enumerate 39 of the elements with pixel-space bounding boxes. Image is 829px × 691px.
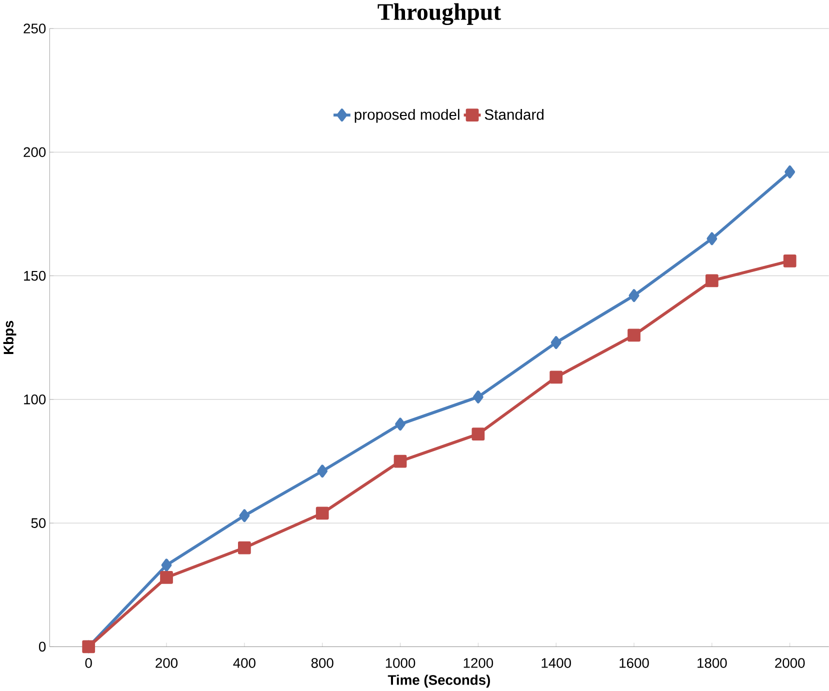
y-tick-label: 200 (24, 147, 46, 158)
x-axis-title: Time (Seconds) (388, 674, 490, 688)
x-tick-label: 1200 (464, 658, 494, 668)
x-tick-label: 1800 (698, 658, 727, 668)
x-tick-label: 400 (233, 658, 256, 668)
y-axis-title: Kbps (3, 320, 16, 354)
point (472, 390, 484, 404)
point (705, 274, 718, 288)
legend-label: proposed model (354, 108, 460, 123)
point (238, 541, 251, 554)
point (316, 506, 329, 520)
point (317, 464, 328, 478)
point (628, 328, 640, 342)
point (161, 558, 172, 572)
x-tick-label: 200 (156, 658, 178, 668)
point (550, 370, 563, 384)
point (239, 509, 250, 522)
point (706, 232, 718, 246)
x-tick-label: 1000 (386, 658, 416, 668)
x-tick-label: 0 (85, 658, 92, 668)
legend-label: Standard (484, 108, 544, 120)
point (628, 289, 640, 302)
point (395, 418, 406, 431)
y-tick-label: 50 (31, 518, 46, 528)
x-tick-label: 1600 (620, 658, 649, 668)
point (784, 166, 796, 178)
point (472, 428, 485, 441)
point (394, 454, 407, 468)
y-tick-label: 150 (24, 270, 46, 281)
x-tick-label: 1400 (542, 658, 571, 668)
x-tick-label: 800 (311, 658, 334, 668)
point (783, 254, 796, 268)
chart-title: Throughput (378, 3, 501, 26)
x-tick-label: 2000 (775, 658, 805, 668)
y-tick-label: 250 (24, 24, 46, 34)
y-tick-label: 100 (24, 394, 46, 404)
point (550, 336, 562, 350)
point (160, 571, 173, 584)
y-tick-label: 0 (38, 642, 46, 652)
